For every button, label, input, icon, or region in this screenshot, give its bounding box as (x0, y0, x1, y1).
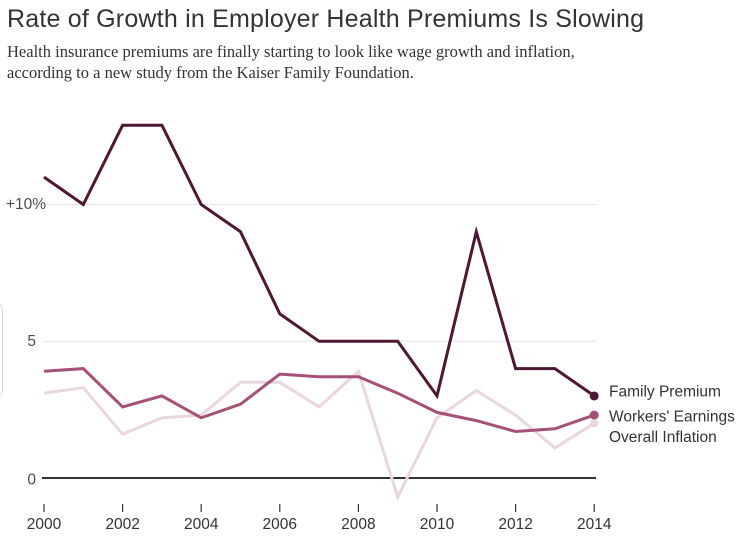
chart-title: Rate of Growth in Employer Health Premiu… (7, 5, 645, 33)
x-axis-label-2000: 2000 (27, 516, 62, 533)
y-axis-label-0: 0 (27, 472, 36, 489)
x-axis-label-2012: 2012 (498, 516, 532, 533)
y-axis-label-10: +10% (6, 196, 46, 213)
series-line-family-premium (43, 123, 596, 400)
chart-subtitle-line2: according to a new study from the Kaiser… (7, 63, 414, 82)
series-end-dot-family-premium (589, 391, 599, 401)
x-axis-label-2002: 2002 (105, 516, 139, 533)
x-axis-label-2010: 2010 (420, 516, 455, 533)
x-axis-label-2004: 2004 (184, 516, 219, 533)
legend-label-workers-earnings: Workers' Earnings (609, 409, 735, 426)
series-line-overall-inflation (43, 368, 595, 502)
chart-subtitle-line1: Health insurance premiums are finally st… (7, 42, 575, 61)
series-end-dot-overall-inflation (590, 419, 599, 428)
series-end-dot-workers-earnings (589, 410, 599, 420)
y-axis-label-5: 5 (27, 333, 36, 350)
chart-subtitle: Health insurance premiums are finally st… (7, 41, 575, 83)
x-axis-label-2008: 2008 (341, 516, 375, 533)
series-line-workers-earnings (43, 367, 595, 434)
x-axis-label-2014: 2014 (577, 516, 612, 533)
legend-label-overall-inflation: Overall Inflation (609, 429, 717, 446)
legend-label-family-premium: Family Premium (609, 383, 721, 400)
x-axis-label-2006: 2006 (263, 516, 297, 533)
